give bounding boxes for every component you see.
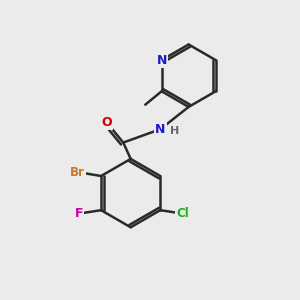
Text: O: O xyxy=(102,116,112,129)
Text: Br: Br xyxy=(70,166,85,179)
Text: F: F xyxy=(74,207,83,220)
Text: N: N xyxy=(155,123,166,136)
Text: Cl: Cl xyxy=(176,207,189,220)
Text: H: H xyxy=(170,126,179,136)
Text: N: N xyxy=(156,54,167,67)
